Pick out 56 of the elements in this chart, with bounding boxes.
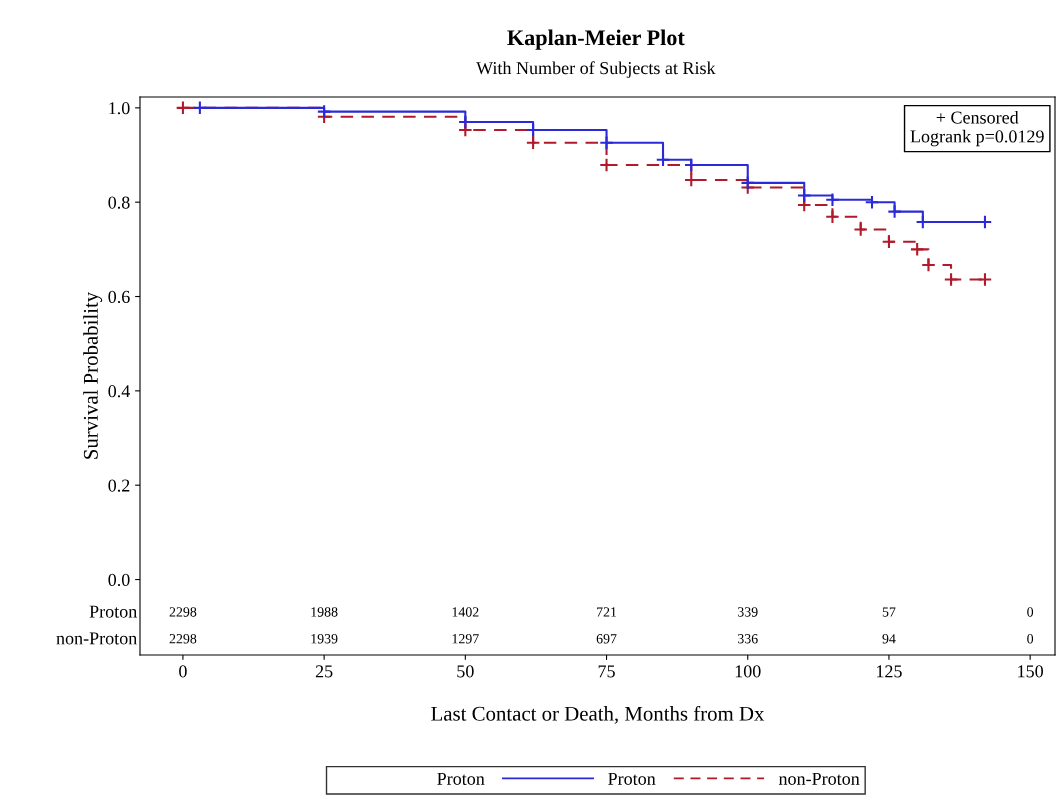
y-tick-label: 0.6 bbox=[108, 290, 130, 304]
legend-title: Proton bbox=[437, 772, 485, 785]
point bbox=[192, 100, 208, 116]
point bbox=[909, 242, 925, 257]
annotation: 1402 bbox=[452, 607, 479, 617]
y-tick-label: 1.0 bbox=[109, 102, 130, 115]
annotation: 339 bbox=[737, 607, 758, 617]
annotation: 697 bbox=[596, 634, 617, 644]
annotation: 57 bbox=[882, 607, 896, 617]
point bbox=[655, 152, 671, 168]
chart-subtitle: With Number of Subjects at Risk bbox=[476, 61, 716, 78]
point bbox=[825, 192, 840, 208]
text: Proton bbox=[89, 605, 137, 618]
annotation: + Censored bbox=[936, 110, 1019, 124]
annotation: 1988 bbox=[311, 607, 338, 617]
point bbox=[943, 272, 959, 287]
point bbox=[887, 204, 902, 219]
y-tick-label: 0.4 bbox=[108, 385, 130, 398]
annotation: 721 bbox=[597, 607, 617, 617]
point bbox=[853, 222, 868, 237]
legend-label: Proton bbox=[608, 772, 656, 785]
annotation: 0 bbox=[1027, 607, 1034, 617]
point bbox=[977, 272, 993, 287]
point bbox=[599, 135, 614, 151]
point bbox=[881, 234, 897, 250]
point bbox=[525, 135, 541, 151]
y-tick-label: 0.2 bbox=[108, 479, 130, 492]
annotation: 94 bbox=[882, 634, 896, 644]
x-tick-label: 75 bbox=[598, 665, 615, 678]
y-tick-label: 0.8 bbox=[108, 196, 130, 209]
annotation: 2298 bbox=[169, 634, 197, 644]
point bbox=[796, 188, 812, 203]
x-tick-label: 100 bbox=[735, 665, 761, 678]
point bbox=[316, 104, 332, 119]
x-tick-label: 50 bbox=[457, 665, 474, 678]
x-tick-label: 25 bbox=[315, 665, 333, 678]
legend-label: non-Proton bbox=[778, 772, 860, 785]
x-tick-label: 0 bbox=[179, 665, 187, 678]
x-tick-label: 150 bbox=[1018, 665, 1043, 678]
y-axis-title: Survival Probability bbox=[83, 291, 103, 459]
text: non-Proton bbox=[56, 632, 137, 645]
point bbox=[175, 100, 191, 116]
y-tick-label: 0.0 bbox=[108, 573, 130, 587]
annotation: 1939 bbox=[311, 634, 338, 644]
point bbox=[921, 257, 936, 273]
annotation: Logrank p=0.0129 bbox=[910, 129, 1044, 147]
point bbox=[864, 194, 880, 210]
annotation: 0 bbox=[1027, 634, 1034, 644]
annotation: 1297 bbox=[452, 634, 479, 644]
annotation: 336 bbox=[737, 634, 758, 644]
annotation: 2298 bbox=[169, 607, 197, 617]
point bbox=[740, 175, 756, 191]
x-axis-title: Last Contact or Death, Months from Dx bbox=[431, 705, 765, 724]
chart-title: Kaplan-Meier Plot bbox=[507, 29, 685, 50]
point bbox=[825, 209, 840, 225]
x-tick-label: 125 bbox=[876, 665, 902, 678]
